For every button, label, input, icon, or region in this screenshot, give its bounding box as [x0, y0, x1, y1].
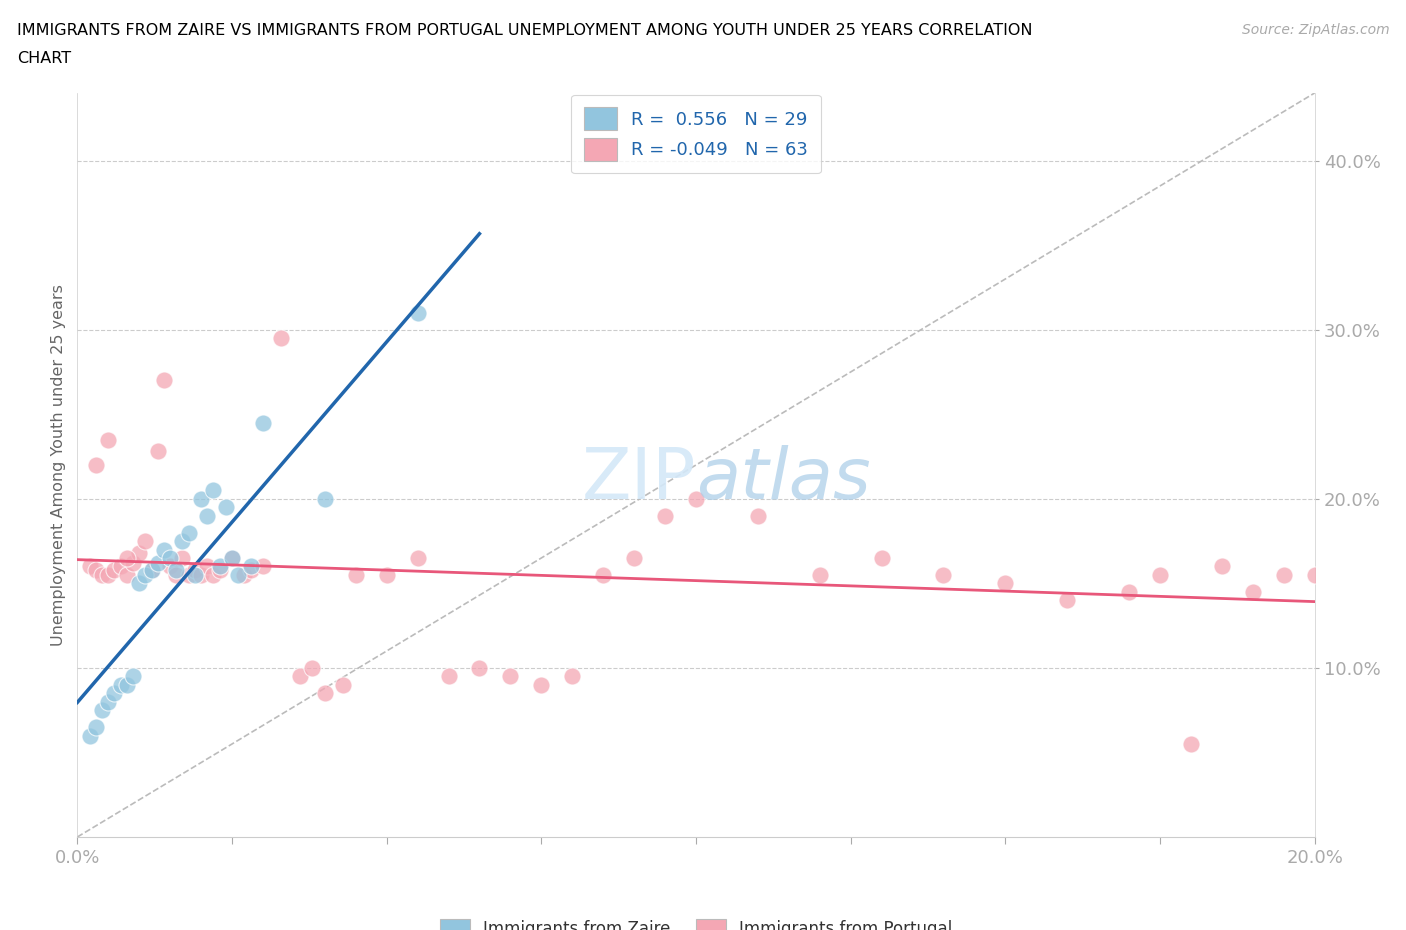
Point [195, 559, 218, 574]
Point [122, 669, 145, 684]
Point [159, 559, 181, 574]
Point [288, 669, 311, 684]
Point [79, 728, 101, 743]
Point [685, 491, 707, 506]
Legend: Immigrants from Zaire, Immigrants from Portugal: Immigrants from Zaire, Immigrants from P… [433, 912, 959, 930]
Point [208, 563, 231, 578]
Text: CHART: CHART [17, 51, 70, 66]
Point [115, 551, 138, 565]
Text: IMMIGRANTS FROM ZAIRE VS IMMIGRANTS FROM PORTUGAL UNEMPLOYMENT AMONG YOUTH UNDER: IMMIGRANTS FROM ZAIRE VS IMMIGRANTS FROM… [17, 23, 1032, 38]
Point [177, 525, 200, 540]
Point [79, 559, 101, 574]
Point [1211, 559, 1233, 574]
Point [146, 444, 169, 458]
Point [184, 567, 207, 582]
Point [239, 563, 262, 578]
Point [406, 551, 429, 565]
Point [252, 559, 274, 574]
Point [375, 567, 398, 582]
Point [530, 677, 553, 692]
Point [221, 551, 243, 565]
Point [172, 534, 194, 549]
Point [84, 458, 107, 472]
Point [314, 685, 336, 700]
Point [128, 546, 150, 561]
Point [202, 567, 225, 582]
Point [110, 559, 132, 574]
Point [134, 567, 156, 582]
Point [221, 551, 243, 565]
Point [499, 669, 522, 684]
Text: Source: ZipAtlas.com: Source: ZipAtlas.com [1241, 23, 1389, 37]
Point [1365, 576, 1388, 591]
Point [1334, 584, 1357, 599]
Point [195, 509, 218, 524]
Point [115, 677, 138, 692]
Point [177, 567, 200, 582]
Point [437, 669, 460, 684]
Point [301, 660, 323, 675]
Point [84, 563, 107, 578]
Point [184, 563, 207, 578]
Point [332, 677, 354, 692]
Point [1056, 592, 1078, 607]
Point [1118, 584, 1140, 599]
Point [103, 563, 125, 578]
Point [141, 563, 163, 578]
Point [561, 669, 583, 684]
Point [1303, 567, 1326, 582]
Point [141, 563, 163, 578]
Point [344, 567, 367, 582]
Point [623, 551, 645, 565]
Point [239, 559, 262, 574]
Point [91, 567, 114, 582]
Point [172, 551, 194, 565]
Point [1272, 567, 1295, 582]
Point [233, 567, 256, 582]
Point [808, 567, 831, 582]
Point [190, 567, 212, 582]
Point [654, 509, 676, 524]
Point [165, 563, 187, 578]
Point [153, 373, 176, 388]
Point [747, 509, 769, 524]
Point [103, 685, 125, 700]
Point [226, 567, 249, 582]
Point [994, 576, 1017, 591]
Text: ZIP: ZIP [582, 445, 696, 514]
Point [115, 567, 138, 582]
Point [1241, 584, 1264, 599]
Point [97, 695, 120, 710]
Point [159, 551, 181, 565]
Point [128, 576, 150, 591]
Y-axis label: Unemployment Among Youth under 25 years: Unemployment Among Youth under 25 years [51, 284, 66, 646]
Point [215, 499, 238, 514]
Point [208, 559, 231, 574]
Point [252, 416, 274, 431]
Point [1180, 737, 1202, 751]
Point [134, 534, 156, 549]
Text: atlas: atlas [696, 445, 870, 514]
Point [932, 567, 955, 582]
Point [97, 432, 120, 447]
Point [153, 542, 176, 557]
Point [202, 483, 225, 498]
Point [146, 555, 169, 570]
Point [592, 567, 614, 582]
Point [110, 677, 132, 692]
Point [1149, 567, 1171, 582]
Point [84, 720, 107, 735]
Point [468, 660, 491, 675]
Point [91, 703, 114, 718]
Point [314, 491, 336, 506]
Point [1396, 567, 1406, 582]
Point [97, 567, 120, 582]
Point [270, 331, 292, 346]
Point [870, 551, 893, 565]
Point [190, 491, 212, 506]
Point [165, 567, 187, 582]
Point [406, 305, 429, 320]
Point [122, 555, 145, 570]
